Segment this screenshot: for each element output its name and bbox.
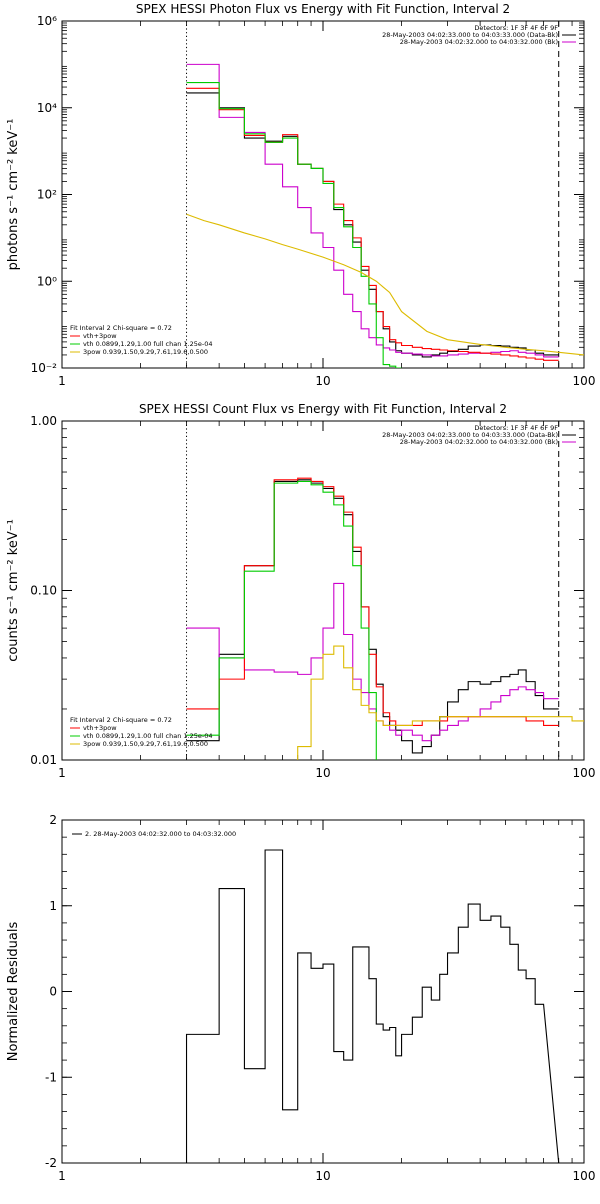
- legend-entry: 3pow 0.939,1.50,9.29,7.61,19.6,0.500: [83, 740, 208, 748]
- y-tick-label: 0: [49, 985, 57, 999]
- y-tick-label: 10²: [37, 188, 57, 202]
- x-tick-label: 1: [58, 1169, 66, 1183]
- y-axis-label: counts s⁻¹ cm⁻² keV⁻¹: [6, 519, 21, 662]
- y-axis-label: Normalized Residuals: [6, 922, 21, 1062]
- series-line-vth: [186, 82, 402, 368]
- legend-entry: vth+3pow: [83, 332, 117, 340]
- y-tick-label: 10⁴: [37, 101, 57, 115]
- y-tick-label: 1: [49, 899, 57, 913]
- x-tick-label: 100: [573, 374, 596, 388]
- x-tick-label: 1: [58, 374, 66, 388]
- legend-entry: 2. 28-May-2003 04:02:32.000 to 04:03:32.…: [85, 830, 236, 838]
- header-line: Detectors: 1F 3F 4F 6F 9F: [474, 24, 558, 32]
- y-tick-label: 10⁻²: [31, 361, 58, 375]
- y-tick-label: -2: [45, 1156, 57, 1170]
- x-tick-label: 100: [573, 1169, 596, 1183]
- y-axis-label: photons s⁻¹ cm⁻² keV⁻¹: [6, 119, 21, 271]
- series-line-3pow: [186, 213, 584, 356]
- y-tick-label: 0.10: [30, 584, 57, 598]
- header-line: Detectors: 1F 3F 4F 6F 9F: [474, 424, 558, 432]
- legend-title: Fit Interval 2 Chi-square = 0.72: [70, 324, 172, 332]
- y-tick-label: 1.00: [30, 414, 57, 428]
- x-tick-label: 100: [573, 766, 596, 780]
- series-line-bk: [186, 582, 559, 742]
- x-tick-label: 10: [315, 1169, 330, 1183]
- y-tick-label: 10⁶: [37, 14, 57, 28]
- y-tick-label: -1: [45, 1070, 57, 1084]
- y-tick-label: 2: [49, 813, 57, 827]
- header-line: 28-May-2003 04:02:33.000 to 04:03:33.000…: [382, 31, 558, 39]
- legend-title: Fit Interval 2 Chi-square = 0.72: [70, 716, 172, 724]
- chart-panel-3: 1 10 100 -2 -1 0 1 2 Normalized Residuals 2. 28-M…: [6, 813, 595, 1183]
- chart-title: SPEX HESSI Count Flux vs Energy with Fit…: [139, 402, 507, 416]
- x-tick-label: 10: [315, 766, 330, 780]
- y-tick-label: 10⁰: [37, 274, 57, 288]
- series-line-vth: [186, 480, 377, 760]
- x-tick-label: 1: [58, 766, 66, 780]
- chart-panel-1: SPEX HESSI Photon Flux vs Energy with Fi…: [6, 2, 595, 388]
- legend-entry: vth 0.0899,1.29,1.00 full chan 1.25e-04: [83, 340, 213, 348]
- header-line: 28-May-2003 04:02:32.000 to 04:03:32.000…: [400, 438, 558, 446]
- legend-entry: vth 0.0899,1.29,1.00 full chan 1.25e-04: [83, 732, 213, 740]
- series-line-3pow: [297, 645, 584, 760]
- chart-panel-2: SPEX HESSI Count Flux vs Energy with Fit…: [6, 402, 596, 780]
- chart-title: SPEX HESSI Photon Flux vs Energy with Fi…: [136, 2, 510, 16]
- series-line-bk: [186, 63, 559, 358]
- x-tick-label: 10: [315, 374, 330, 388]
- legend-entry: vth+3pow: [83, 724, 117, 732]
- header-line: 28-May-2003 04:02:33.000 to 04:03:33.000…: [382, 431, 558, 439]
- header-line: 28-May-2003 04:02:32.000 to 04:03:32.000…: [400, 38, 558, 46]
- legend-entry: 3pow 0.939,1.50,9.29,7.61,19.6,0.500: [83, 348, 208, 356]
- series-line-residual: [185, 849, 560, 1163]
- y-tick-label: 0.01: [30, 753, 57, 767]
